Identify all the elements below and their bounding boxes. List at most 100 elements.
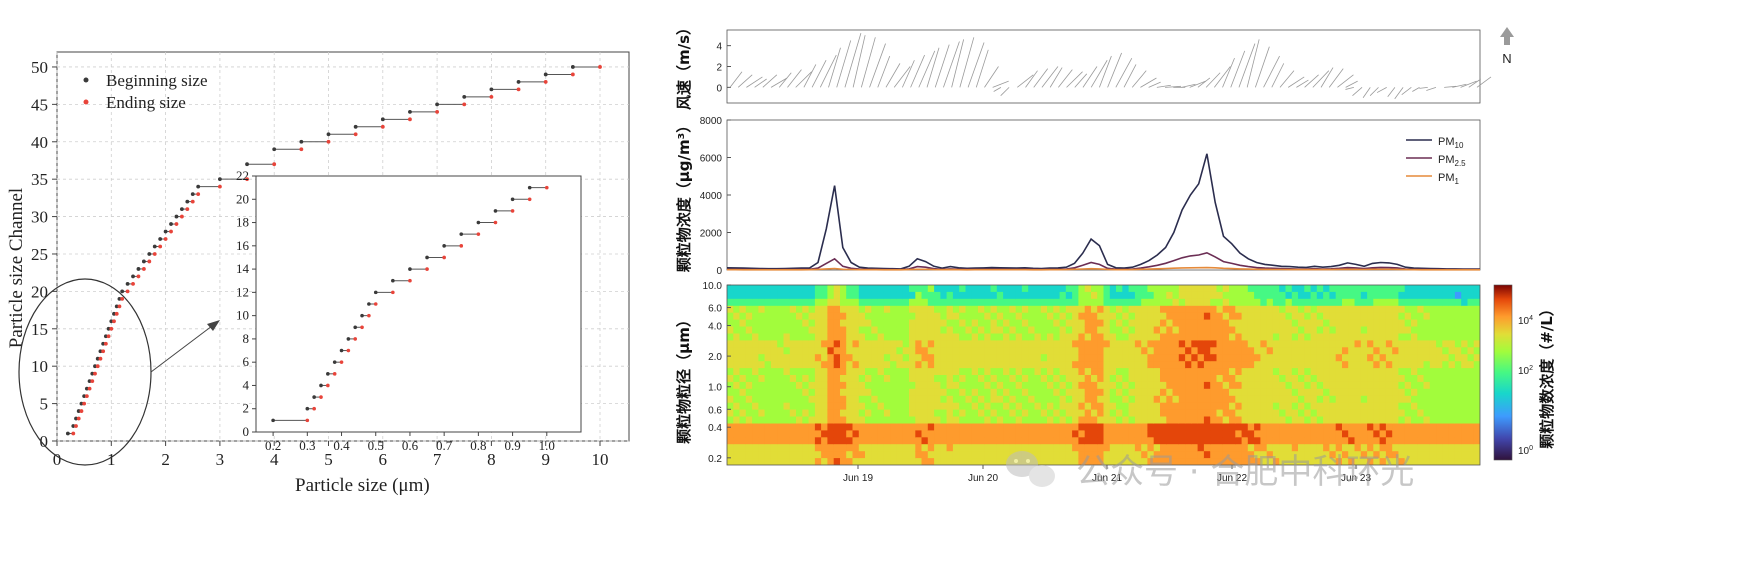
heatmap-cell <box>1247 368 1255 376</box>
heatmap-cell <box>1335 298 1343 307</box>
heatmap-cell <box>1436 285 1443 293</box>
heatmap-cell <box>1103 368 1111 376</box>
heatmap-cell <box>871 416 879 424</box>
heatmap-cell <box>1065 305 1073 314</box>
heatmap-cell <box>1084 423 1092 431</box>
wind-vector <box>1412 87 1420 92</box>
heatmap-cell <box>1285 312 1293 321</box>
heatmap-cell <box>833 340 841 348</box>
heatmap-cell <box>1304 361 1312 369</box>
heatmap-cell <box>1461 368 1469 376</box>
heatmap-cell <box>802 298 810 307</box>
heatmap-cell <box>1417 395 1425 404</box>
heatmap-cell <box>1153 312 1161 321</box>
heatmap-cell <box>814 395 822 404</box>
north-label: N <box>1502 51 1511 66</box>
heatmap-cell <box>1335 444 1343 452</box>
heatmap-cell <box>846 430 854 438</box>
heatmap-cell <box>1467 368 1475 376</box>
heatmap-cell <box>1329 423 1337 431</box>
heatmap-y-tick-label: 6.0 <box>708 304 722 315</box>
heatmap-cell <box>902 444 910 452</box>
heatmap-cell <box>745 388 753 397</box>
heatmap-cell <box>865 285 872 293</box>
heatmap-cell <box>1015 354 1023 362</box>
heatmap-cell <box>1009 402 1017 411</box>
heatmap-cell <box>1216 423 1224 431</box>
heatmap-cell <box>1222 458 1230 465</box>
inset-ending-point <box>408 278 412 283</box>
ending-point <box>87 386 92 391</box>
heatmap-cell <box>1040 444 1048 452</box>
heatmap-cell <box>1473 354 1480 362</box>
heatmap-cell <box>865 402 872 411</box>
heatmap-cell <box>990 361 998 369</box>
heatmap-cell <box>1160 319 1167 328</box>
heatmap-cell <box>1304 402 1312 411</box>
heatmap-cell <box>1385 354 1393 362</box>
heatmap-cell <box>927 354 935 362</box>
beginning-point <box>125 282 130 286</box>
heatmap-cell <box>1436 409 1443 418</box>
heatmap-cell <box>952 312 960 321</box>
heatmap-cell <box>1178 402 1186 411</box>
heatmap-cell <box>827 291 835 300</box>
heatmap-cell <box>1241 368 1249 376</box>
heatmap-cell <box>1298 423 1305 431</box>
heatmap-cell <box>952 381 960 390</box>
heatmap-cell <box>1379 285 1387 293</box>
heatmap-cell <box>752 444 759 452</box>
heatmap-cell <box>833 285 841 293</box>
beginning-point <box>190 192 195 197</box>
heatmap-cell <box>1166 381 1174 390</box>
heatmap-cell <box>1210 319 1218 328</box>
heatmap-cell <box>833 375 841 383</box>
heatmap-cell <box>1065 388 1073 397</box>
heatmap-cell <box>821 285 828 293</box>
heatmap-cell <box>1298 368 1305 376</box>
heatmap-cell <box>1191 312 1199 321</box>
heatmap-cell <box>1323 285 1330 293</box>
heatmap-cell <box>1216 354 1224 362</box>
heatmap-cell <box>990 437 998 445</box>
beginning-point <box>114 304 119 309</box>
heatmap-cell <box>1122 291 1130 300</box>
heatmap-cell <box>827 312 835 321</box>
heatmap-cell <box>915 340 923 348</box>
heatmap-cell <box>727 326 734 334</box>
heatmap-cell <box>978 458 985 465</box>
heatmap-cell <box>1141 375 1149 383</box>
heatmap-cell <box>1279 375 1287 383</box>
heatmap-cell <box>1059 451 1067 459</box>
heatmap-cell <box>808 437 816 445</box>
heatmap-cell <box>1335 423 1343 431</box>
heatmap-cell <box>814 458 822 465</box>
heatmap-cell <box>1291 285 1299 293</box>
heatmap-cell <box>1047 305 1054 314</box>
ending-point <box>380 124 385 129</box>
heatmap-cell <box>1467 458 1475 465</box>
ending-point <box>117 304 122 309</box>
heatmap-cell <box>727 395 734 404</box>
heatmap-cell <box>1172 402 1180 411</box>
heatmap-cell <box>1279 291 1287 300</box>
inset-y-tick-label: 12 <box>236 284 249 299</box>
heatmap-cell <box>1310 333 1318 341</box>
heatmap-cell <box>1266 312 1274 321</box>
heatmap-cell <box>1254 340 1261 348</box>
heatmap-cell <box>1385 285 1393 293</box>
inset-ending-point <box>326 383 330 388</box>
heatmap-cell <box>1103 395 1111 404</box>
heatmap-cell <box>1266 375 1274 383</box>
heatmap-cell <box>1197 416 1205 424</box>
heatmap-cell <box>883 402 891 411</box>
wind-vector <box>1246 39 1260 88</box>
heatmap-cell <box>808 312 816 321</box>
heatmap-cell <box>1021 347 1029 355</box>
heatmap-cell <box>745 395 753 404</box>
heatmap-cell <box>1310 416 1318 424</box>
wind-vector <box>1041 66 1059 88</box>
heatmap-y-tick-label: 1.0 <box>708 383 722 394</box>
heatmap-cell <box>1185 402 1192 411</box>
heatmap-cell <box>1021 354 1029 362</box>
